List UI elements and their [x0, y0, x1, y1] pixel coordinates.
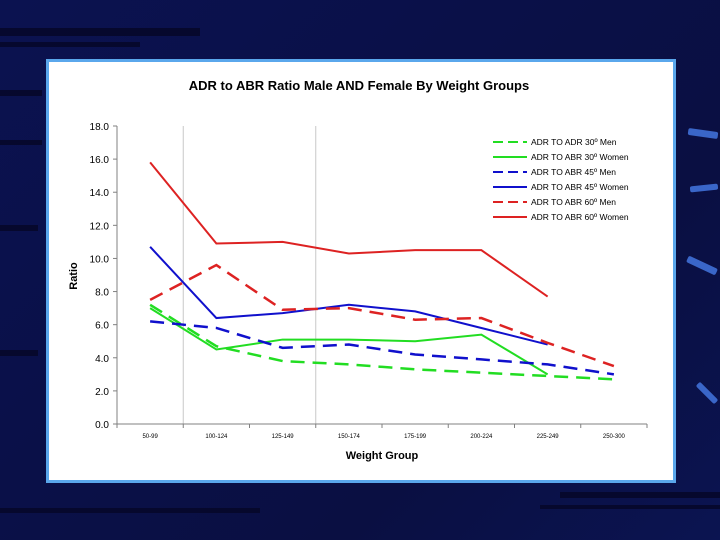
background-stripe	[0, 28, 200, 36]
y-tick-label: 16.0	[90, 155, 110, 166]
x-tick-label: 125-149	[272, 434, 295, 440]
y-tick-label: 2.0	[95, 387, 109, 398]
background-stripe	[560, 492, 720, 498]
legend-label: ADR TO ABR 45º Men	[531, 167, 616, 177]
y-tick-label: 0.0	[95, 420, 109, 431]
series-line-3	[150, 320, 615, 376]
y-axis-label: Ratio	[68, 262, 80, 290]
x-tick-label: 200-224	[470, 434, 493, 440]
decorative-accent	[689, 183, 719, 193]
background-stripe	[0, 508, 260, 513]
series-line-2	[149, 307, 549, 376]
x-tick-label: 150-174	[338, 434, 361, 440]
plot-area: 0.0 2.0 4.0 6.0 8.0 10.0 12.0 14.0 16.0 18.0 50-99…	[90, 122, 650, 440]
background-stripe	[540, 505, 720, 509]
chart-title: ADR to ABR Ratio Male AND Female By Weig…	[189, 78, 529, 93]
x-tick-label: 50-99	[142, 434, 158, 440]
series-line-5	[149, 263, 615, 368]
legend-label: ADR TO ABR 30º Women	[531, 152, 629, 162]
legend-label: ADR TO ABR 60º Women	[531, 212, 629, 222]
x-tick-label: 100-124	[205, 434, 228, 440]
x-tick-label: 250-300	[603, 434, 626, 440]
y-tick-label: 12.0	[90, 221, 110, 232]
y-tick-label: 6.0	[95, 321, 109, 332]
chart-frame: ADR to ABR Ratio Male AND Female By Weig…	[46, 59, 676, 483]
background-stripe	[0, 140, 42, 145]
background-stripe	[0, 350, 38, 356]
line-chart: ADR to ABR Ratio Male AND Female By Weig…	[68, 78, 650, 462]
series-line-6	[149, 161, 549, 298]
y-tick-label: 14.0	[90, 188, 110, 199]
x-axis-label: Weight Group	[346, 450, 419, 462]
legend-label: ADR TO ABR 60º Men	[531, 197, 616, 207]
legend-box	[488, 131, 650, 229]
x-tick-label: 225-249	[537, 434, 560, 440]
decorative-accent	[687, 127, 719, 140]
legend-label: ADR TO ABR 45º Women	[531, 182, 629, 192]
y-tick-label: 18.0	[90, 122, 110, 133]
y-tick-label: 4.0	[95, 354, 109, 365]
background-stripe	[0, 42, 140, 47]
decorative-accent	[695, 381, 719, 405]
decorative-accent	[686, 255, 718, 276]
y-tick-label: 8.0	[95, 288, 109, 299]
background-stripe	[0, 90, 42, 96]
x-tick-label: 175-199	[404, 434, 427, 440]
series-line-4	[149, 246, 548, 346]
y-tick-label: 10.0	[90, 254, 110, 265]
background-stripe	[0, 225, 38, 231]
legend-label: ADR TO ADR 30º Men	[531, 137, 617, 147]
